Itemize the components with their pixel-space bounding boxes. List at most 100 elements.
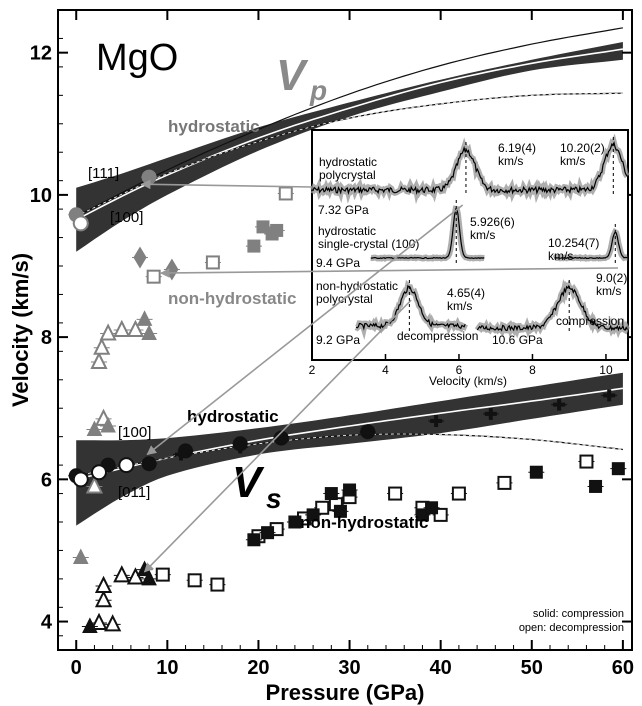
inset-peak-9.0-line: 9.0(2) [596,271,627,285]
x-tick-label: 50 [521,657,543,679]
triangle-open-point [99,323,117,341]
direction-011-label: [011] [118,484,150,501]
square-solid-point [261,526,275,540]
inset-peak-10.20-line: 10.20(2) [560,141,605,155]
inset-peak-5.926-line: 5.926(6) [470,215,515,229]
square-solid-point [288,515,302,529]
circle-open-point [91,464,107,481]
inset-x-tick-label: 8 [529,363,536,377]
inset-peak-9.0-line: km/s [596,284,621,298]
inset-trace1-pressure: 7.32 GPa [318,203,369,217]
inset-spectrum-trace [355,284,466,331]
square-solid-point [611,462,625,476]
y-tick-label: 4 [41,612,53,634]
inset-peak-5.926-line: km/s [470,228,495,242]
inset-peak-6.19-line: 6.19(4) [498,141,536,155]
legend-solid: solid: compression [533,608,624,620]
square-open-point [497,475,512,490]
square-solid-point [324,487,338,501]
inset-peak-6.19-line: km/s [498,154,523,168]
square-solid-point [589,479,603,493]
inset-x-tick-label: 6 [456,363,463,377]
cross-solid-point [603,389,616,402]
triangle-open-point [90,612,108,630]
direction-100-vp-label: [100] [110,209,143,226]
inset-trace1-label: hydrostatic polycrystal [319,155,377,182]
cross-solid-point [430,415,443,428]
cross-solid-point [553,398,566,411]
triangle-solid-point [141,569,157,586]
triangle-open-point [104,614,122,632]
vp-label: V [276,51,309,100]
inset-peak-10.20: 10.20(2) km/s [560,141,605,168]
y-axis-label: Velocity (km/s) [8,253,33,407]
vs-nonhydrostatic-label: non-hydrostatic [300,513,428,532]
inset-pointer-arrow [146,204,464,456]
cross-solid-point [175,448,187,461]
inset-x-tick-label: 10 [599,363,613,377]
inset-peak-10.254: 10.254(7) km/s [548,236,599,263]
square-open-point [579,454,594,469]
square-solid-point [425,501,439,515]
inset-peak-10.20-line: km/s [560,154,585,168]
inset-peak-10.254-line: km/s [548,249,573,263]
inset-peak-9.0: 9.0(2) km/s [596,271,627,298]
square-open-point [451,486,466,501]
triangle-open-point [93,337,111,355]
x-tick-label: 10 [156,657,178,679]
triangle-solid-point [82,617,98,634]
inset-trace3-pressure: 9.2 GPa [316,333,360,347]
inset-peak-5.926: 5.926(6) km/s [470,215,515,242]
inset-trace3-pressure-line: 9.2 GPa [316,333,360,347]
circle-solid-point [141,169,157,185]
y-tick-label: 12 [30,43,52,65]
vp-subscript: p [309,75,327,106]
inset-trace4-mode: compression [556,314,624,328]
square-open-point [155,567,170,582]
inset-trace3-label-line: non-hydrostatic [316,279,398,293]
diamond-solid-point [133,246,147,269]
inset-x-tick-label: 2 [309,363,316,377]
circle-solid-point [141,456,157,472]
inset-trace3-mode-line: decompression [397,329,478,343]
inset-trace2-label: hydrostatic single-crystal (100) [318,224,419,251]
cross-solid-point [484,407,497,420]
circle-open-point [118,457,135,474]
inset-peak-4.65-line: km/s [447,299,472,313]
x-tick-label: 40 [430,657,452,679]
diamond-solid-point [165,258,179,281]
inset-trace4-pressure: 10.6 GPa [492,333,543,347]
inset-trace3-mode: decompression [397,329,478,343]
vs-subscript: s [266,483,282,514]
triangle-solid-point [72,548,89,565]
inset-spectrum-trace [476,284,628,332]
inset-pointer-arrow [159,267,619,278]
square-open-point [388,486,403,501]
triangle-open-point [90,351,108,369]
triangle-solid-point [86,420,103,437]
triangle-open-point [94,589,113,608]
vp-fit-main-line [75,48,624,221]
inset-peak-10.254-line: 10.254(7) [548,236,599,250]
vs-fit-flat-dashed-line [76,433,623,477]
square-open-point [187,573,202,588]
x-axis-label: Pressure (GPa) [266,680,425,705]
circle-open-point [72,471,89,488]
square-solid-point [333,504,347,518]
inset-trace2-pressure: 9.4 GPa [316,256,360,270]
inset-spectrum-trace [311,141,628,196]
cross-solid-point [234,441,247,454]
inset-peak-6.19: 6.19(4) km/s [498,141,536,168]
triangle-open-point [94,575,113,593]
inset-trace2-label-line: hydrostatic [318,224,376,238]
inset-pointer-arrow [143,299,412,573]
vs-hydrostatic-label: hydrostatic [187,407,279,426]
inset-trace1-pressure-line: 7.32 GPa [318,203,369,217]
vp-nonhydrostatic-label: non-hydrostatic [168,289,296,308]
triangle-open-point [126,319,145,337]
cross-solid-point [361,427,374,440]
square-solid-point [306,508,320,522]
vp-fit-upper-line [75,27,624,217]
inset-trace1-label-line: hydrostatic [319,155,377,169]
